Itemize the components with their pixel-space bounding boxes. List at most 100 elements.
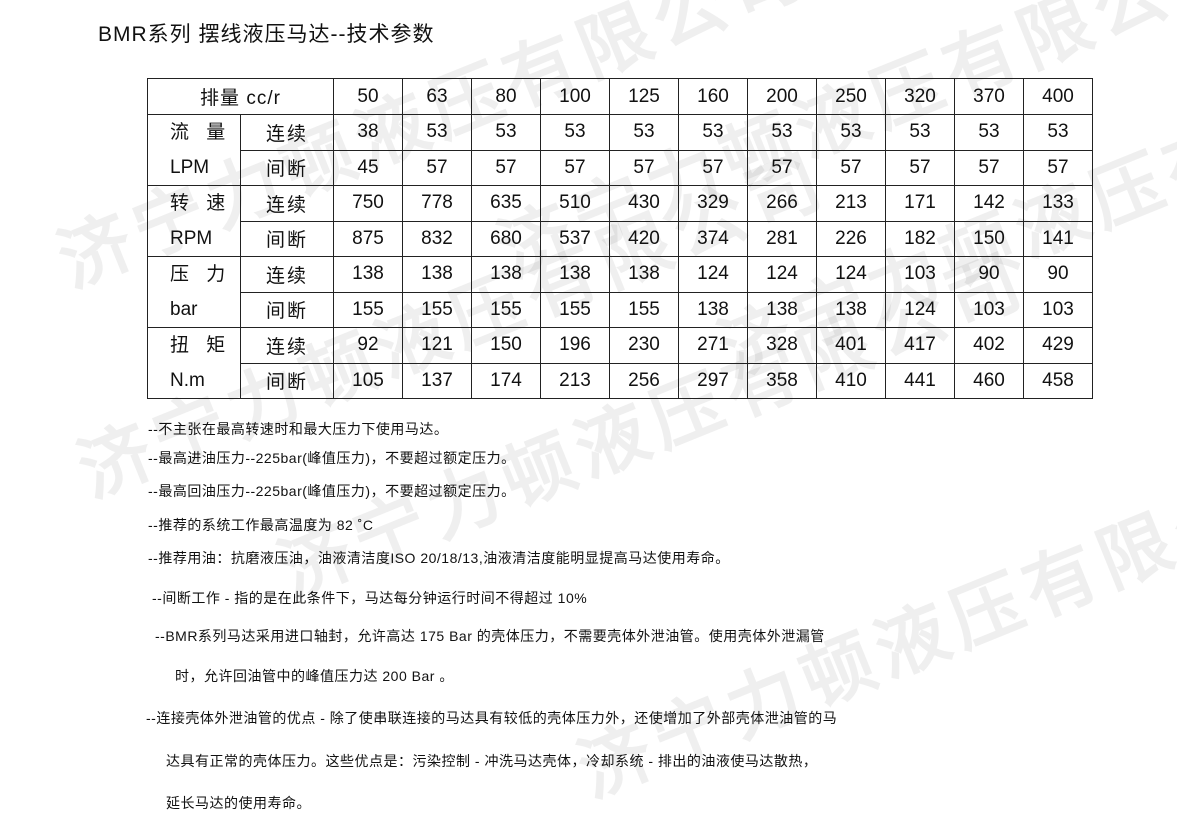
value-cell: 155 (609, 291, 679, 328)
displacement-cell: 370 (954, 78, 1024, 115)
group-label: 压 力 (170, 264, 232, 285)
value-cell: 680 (471, 220, 541, 257)
note-line: --间断工作 - 指的是在此条件下，马达每分钟运行时间不得超过 10% (152, 590, 588, 606)
value-cell: 256 (609, 362, 679, 399)
displacement-cell: 250 (816, 78, 886, 115)
note-line: 达具有正常的壳体压力。这些优点是：污染控制 - 冲洗马达壳体，冷却系统 - 排出… (166, 753, 818, 769)
group-label: 流 量 (170, 122, 232, 143)
group-unit: N.m (170, 370, 205, 391)
value-cell: 150 (954, 220, 1024, 257)
group-label-cell: 流 量 LPM (147, 114, 241, 186)
value-cell: 458 (1023, 362, 1093, 399)
note-line: 时，允许回油管中的峰值压力达 200 Bar 。 (175, 668, 454, 684)
value-cell: 57 (609, 149, 679, 186)
value-cell: 213 (816, 185, 886, 222)
value-cell: 328 (747, 327, 817, 364)
note-line: --不主张在最高转速时和最大压力下使用马达。 (148, 421, 449, 437)
group-label: 转 速 (170, 193, 232, 214)
value-cell: 441 (885, 362, 955, 399)
value-cell: 266 (747, 185, 817, 222)
value-cell: 45 (333, 149, 403, 186)
value-cell: 53 (540, 114, 610, 151)
value-cell: 57 (471, 149, 541, 186)
note-line: 延长马达的使用寿命。 (166, 795, 311, 811)
group-unit: LPM (170, 157, 210, 178)
value-cell: 90 (1023, 256, 1093, 293)
value-cell: 358 (747, 362, 817, 399)
value-cell: 57 (540, 149, 610, 186)
value-cell: 420 (609, 220, 679, 257)
page-title: BMR系列 摆线液压马达--技术参数 (98, 23, 435, 46)
value-cell: 92 (333, 327, 403, 364)
spec-table: 排量 cc/r 50 63 80 100 125 160 200 250 320 370 400 流… (147, 78, 1093, 399)
value-cell: 138 (402, 256, 472, 293)
value-cell: 57 (885, 149, 955, 186)
mode-cell: 间断 (240, 291, 334, 328)
displacement-cell: 63 (402, 78, 472, 115)
group-label-cell: 转 速 RPM (147, 185, 241, 257)
value-cell: 141 (1023, 220, 1093, 257)
value-cell: 750 (333, 185, 403, 222)
mode-cell: 连续 (240, 256, 334, 293)
displacement-header: 排量 cc/r (147, 78, 334, 115)
value-cell: 150 (471, 327, 541, 364)
value-cell: 510 (540, 185, 610, 222)
value-cell: 103 (954, 291, 1024, 328)
value-cell: 103 (885, 256, 955, 293)
value-cell: 124 (816, 256, 886, 293)
value-cell: 103 (1023, 291, 1093, 328)
value-cell: 57 (816, 149, 886, 186)
value-cell: 138 (678, 291, 748, 328)
value-cell: 155 (540, 291, 610, 328)
note-line: --推荐用油：抗磨液压油，油液清洁度ISO 20/18/13,油液清洁度能明显提… (148, 550, 730, 566)
value-cell: 182 (885, 220, 955, 257)
displacement-cell: 100 (540, 78, 610, 115)
value-cell: 121 (402, 327, 472, 364)
value-cell: 57 (954, 149, 1024, 186)
table-row: 转 速 RPM 连续 750 778 635 510 430 329 266 213 171 142 13… (147, 185, 1093, 257)
displacement-cell: 80 (471, 78, 541, 115)
value-cell: 460 (954, 362, 1024, 399)
mode-cell: 间断 (240, 149, 334, 186)
mode-cell: 间断 (240, 220, 334, 257)
value-cell: 133 (1023, 185, 1093, 222)
value-cell: 374 (678, 220, 748, 257)
header-row: 排量 cc/r 50 63 80 100 125 160 200 250 320 370 400 (147, 78, 1093, 115)
table-row: 间断 875 832 680 537 420 374 281 226 182 150 141 (148, 220, 1093, 257)
value-cell: 53 (885, 114, 955, 151)
value-cell: 53 (954, 114, 1024, 151)
value-cell: 53 (816, 114, 886, 151)
value-cell: 402 (954, 327, 1024, 364)
value-cell: 297 (678, 362, 748, 399)
value-cell: 53 (747, 114, 817, 151)
table-row: 流 量 LPM 连续 38 53 53 53 53 53 53 53 53 53 53 (147, 114, 1093, 186)
table-row: 压 力 bar 连续 138 138 138 138 138 124 124 124 103 90 90 (147, 256, 1093, 328)
value-cell: 57 (747, 149, 817, 186)
value-cell: 90 (954, 256, 1024, 293)
value-cell: 57 (402, 149, 472, 186)
value-cell: 53 (402, 114, 472, 151)
mode-cell: 间断 (240, 362, 334, 399)
value-cell: 53 (471, 114, 541, 151)
displacement-cell: 160 (678, 78, 748, 115)
displacement-cell: 400 (1023, 78, 1093, 115)
value-cell: 138 (609, 256, 679, 293)
value-cell: 137 (402, 362, 472, 399)
note-line: --最高回油压力--225bar(峰值压力)，不要超过额定压力。 (148, 483, 516, 499)
value-cell: 155 (471, 291, 541, 328)
value-cell: 429 (1023, 327, 1093, 364)
note-line: --BMR系列马达采用进口轴封，允许高达 175 Bar 的壳体压力，不需要壳体… (155, 628, 825, 644)
value-cell: 230 (609, 327, 679, 364)
displacement-cell: 125 (609, 78, 679, 115)
value-cell: 329 (678, 185, 748, 222)
value-cell: 281 (747, 220, 817, 257)
value-cell: 138 (333, 256, 403, 293)
value-cell: 832 (402, 220, 472, 257)
value-cell: 155 (333, 291, 403, 328)
note-line: --最高进油压力--225bar(峰值压力)，不要超过额定压力。 (148, 450, 516, 466)
group-label-cell: 扭 矩 N.m (147, 327, 241, 399)
mode-cell: 连续 (240, 185, 334, 222)
displacement-cell: 320 (885, 78, 955, 115)
value-cell: 417 (885, 327, 955, 364)
note-line: --连接壳体外泄油管的优点 - 除了使串联连接的马达具有较低的壳体压力外，还使增… (146, 710, 838, 726)
